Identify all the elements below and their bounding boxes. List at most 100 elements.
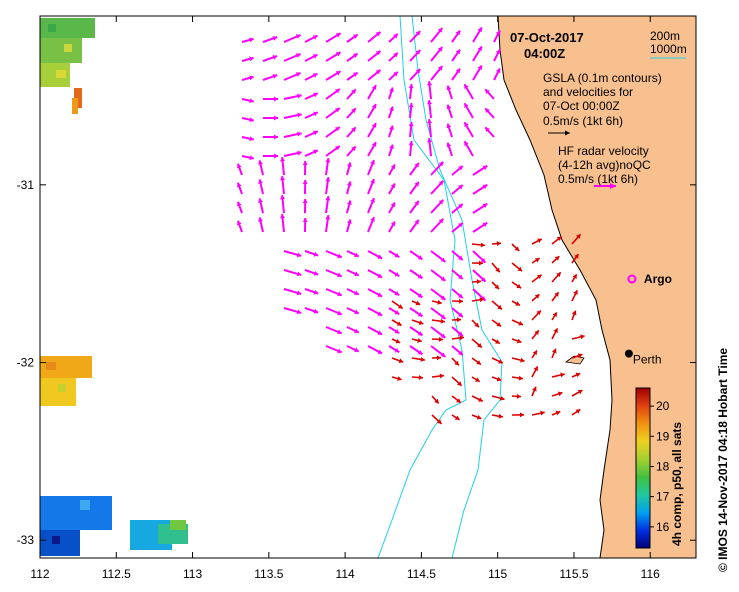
- gsla-vector: [551, 410, 561, 416]
- gsla-vector: [511, 357, 525, 363]
- gsla-vector: [511, 243, 520, 252]
- hf-radar-vector: [283, 72, 301, 81]
- hf-radar-vector: [408, 83, 414, 100]
- hf-radar-vector: [325, 250, 343, 259]
- hf-radar-vector: [263, 153, 278, 159]
- hf-radar-vector: [236, 201, 243, 214]
- hf-radar-vector: [263, 96, 278, 102]
- hf-radar-vector: [304, 269, 319, 276]
- hf-radar-vector: [241, 37, 254, 43]
- gsla-vector: [451, 298, 464, 304]
- hf-radar-vector: [258, 160, 264, 176]
- hf-radar-vector: [388, 202, 396, 214]
- hf-radar-vector: [241, 75, 254, 81]
- hf-radar-vector: [325, 307, 343, 316]
- y-tick-label: -32: [17, 356, 35, 370]
- hf-radar-vector: [463, 121, 474, 138]
- hf-radar-vector: [283, 112, 302, 119]
- hf-radar-vector: [388, 250, 400, 259]
- colorbar-tick-label: 19: [656, 429, 670, 443]
- hf-radar-vector: [325, 196, 331, 214]
- colorbar-tick-label: 18: [656, 459, 670, 473]
- hf-radar-vector: [430, 326, 446, 339]
- hf-radar-vector: [258, 179, 264, 195]
- gsla-vector: [491, 376, 502, 382]
- hf-radar-vector: [304, 149, 319, 157]
- hf-radar-vector: [446, 104, 453, 119]
- colorbar: [635, 387, 651, 549]
- hf-radar-vector: [367, 84, 377, 100]
- hf-radar-vector: [367, 159, 375, 176]
- hf-radar-vector: [346, 126, 357, 138]
- hf-radar-vector: [409, 269, 423, 280]
- gsla-vector: [391, 300, 404, 310]
- hf-radar-vector: [446, 123, 453, 138]
- hf-radar-vector: [346, 219, 352, 233]
- hf-radar-vector: [388, 269, 400, 278]
- y-axis: -31 -32 -33: [17, 178, 696, 547]
- y-tick-label: -31: [17, 178, 35, 192]
- hf-radar-vector: [283, 307, 302, 315]
- gsla-vector: [491, 300, 503, 310]
- hf-radar-vector: [430, 199, 445, 214]
- hf-radar-vector: [367, 50, 382, 62]
- hf-radar-vector: [472, 202, 488, 214]
- hf-radar-vector: [472, 26, 483, 43]
- gsla-vector: [551, 255, 560, 264]
- hf-legend-line-2: (4-12h avg)noQC: [558, 158, 651, 172]
- gsla-vector: [471, 319, 480, 328]
- gsla-vector: [451, 376, 463, 387]
- gsla-vector: [491, 395, 505, 401]
- gsla-vector: [571, 253, 580, 264]
- hf-radar-vector: [346, 88, 357, 100]
- hf-radar-vector: [325, 126, 341, 138]
- gsla-vector: [411, 374, 424, 380]
- hf-radar-vector: [304, 111, 319, 119]
- hf-radar-vector: [484, 107, 495, 119]
- hf-radar-vector: [325, 51, 342, 62]
- colorbar-tick-label: 16: [656, 520, 670, 534]
- hf-radar-vector: [427, 80, 433, 100]
- gsla-vector: [551, 348, 557, 359]
- x-axis: 112 112.5 113 113.5 114 114.5 115 115.5 116: [30, 16, 660, 581]
- hf-radar-vector: [325, 177, 331, 195]
- gsla-vector: [431, 336, 444, 342]
- hf-radar-vector: [493, 29, 501, 43]
- hf-radar-vector: [446, 142, 453, 157]
- hf-radar-vector: [367, 250, 383, 260]
- legend-200m: 200m: [650, 29, 680, 43]
- gsla-vector: [391, 376, 402, 381]
- colorbar-tick-label: 20: [656, 399, 670, 413]
- hf-radar-vector: [283, 269, 302, 277]
- hf-radar-vector: [388, 71, 399, 81]
- x-tick-label: 114.5: [407, 567, 436, 581]
- gsla-vector: [571, 389, 583, 397]
- hf-radar-vector: [388, 164, 396, 176]
- hf-radar-vector: [325, 215, 331, 233]
- gsla-vector: [391, 357, 404, 364]
- hf-radar-vector: [430, 345, 446, 358]
- gsla-vector: [571, 372, 581, 378]
- argo-marker: Argo: [627, 272, 672, 286]
- hf-radar-vector: [302, 217, 308, 233]
- gsla-vector: [551, 271, 562, 283]
- colorbar-label: 4h comp, p50, all sats: [670, 422, 684, 546]
- hf-radar-vector: [262, 36, 278, 43]
- hf-radar-vector: [280, 213, 286, 233]
- hf-radar-vector: [408, 121, 414, 138]
- gsla-vector: [531, 238, 543, 245]
- hf-radar-vector: [325, 288, 343, 297]
- hf-radar-vector: [430, 269, 446, 282]
- x-tick-label: 116: [641, 567, 660, 581]
- hf-radar-vector: [367, 141, 377, 157]
- hf-radar-vector: [451, 184, 464, 195]
- hf-radar-vector: [263, 134, 278, 140]
- hf-radar-vector: [367, 197, 375, 214]
- hf-radar-vector: [409, 200, 420, 214]
- hf-radar-vector: [241, 98, 254, 104]
- gsla-vector: [511, 262, 523, 272]
- hf-radar-vector: [409, 68, 421, 81]
- hf-radar-vector: [388, 106, 394, 119]
- x-tick-label: 113: [183, 567, 202, 581]
- gsla-vector: [571, 273, 578, 283]
